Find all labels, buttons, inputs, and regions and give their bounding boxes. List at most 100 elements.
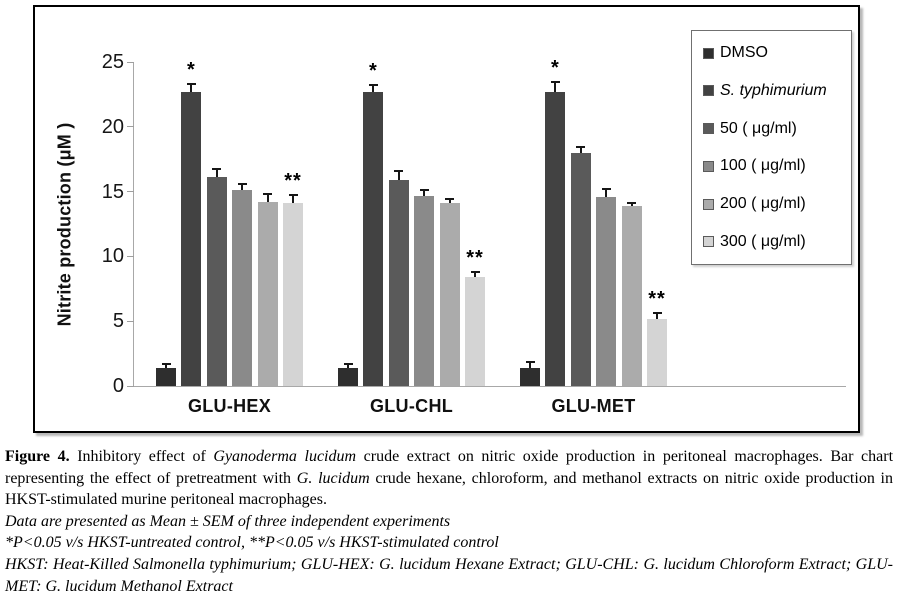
x-category-label: GLU-MET: [551, 396, 636, 416]
legend-label: DMSO: [720, 44, 768, 61]
caption-paragraph: *P<0.05 v/s HKST-untreated control, **P<…: [5, 532, 893, 554]
bar-glu-hex-dmso: [156, 367, 176, 386]
error-bar-stem: [372, 84, 375, 92]
bar-glu-met-dmso: [520, 367, 540, 386]
caption-text-segment: *P<0.05 v/s HKST-untreated control, **P<…: [5, 534, 499, 552]
error-bar-stem: [165, 362, 167, 368]
error-bar-stem: [190, 82, 193, 92]
error-bar: [263, 192, 273, 202]
significance-marker: **: [648, 288, 666, 311]
caption-text-segment: Figure 4.: [5, 448, 70, 465]
bar-glu-met-100-g-ml-: [596, 196, 617, 386]
caption-text-segment: Gyanoderma lucidum: [213, 448, 357, 465]
x-category-label: GLU-CHL: [369, 396, 454, 416]
caption-paragraph: Data are presented as Mean ± SEM of thre…: [5, 511, 893, 533]
legend-item: 300 ( μg/ml): [703, 233, 840, 251]
x-category-label: GLU-HEX: [187, 396, 272, 416]
error-bar-stem: [579, 146, 582, 153]
error-bar-stem: [292, 194, 294, 204]
bar-glu-hex-200-g-ml-: [257, 201, 278, 386]
bar-glu-met-300-g-ml-: [647, 318, 667, 386]
legend-box: DMSO S. typhimurium 50 ( μg/ml) 100 ( μg/ml…: [691, 30, 852, 265]
legend-label: 50 ( μg/ml): [720, 119, 797, 137]
error-bar-stem: [347, 362, 349, 368]
y-axis-tick: [127, 320, 134, 322]
error-bar-stem: [215, 168, 218, 178]
error-bar-stem: [397, 169, 400, 180]
y-axis-tick: [127, 126, 134, 128]
error-bar: [394, 169, 404, 180]
error-bar-stem: [423, 189, 426, 196]
plot-area: 0 5 10 15 20 25 * * * ** ** ** GLU-HEX GLU-CHL GLU-MET: [102, 52, 846, 416]
significance-marker: *: [550, 57, 560, 80]
bar-glu-chl-s-typhimurium: [363, 91, 384, 386]
y-axis-tick: [127, 61, 134, 63]
y-axis-tick: [127, 191, 134, 193]
bar-glu-hex-50-g-ml-: [206, 177, 227, 386]
error-bar: [186, 82, 196, 92]
bar-glu-chl-200-g-ml-: [439, 203, 460, 386]
legend-swatch-icon: [703, 123, 714, 135]
bar-glu-hex-300-g-ml-: [283, 203, 303, 386]
y-axis-tick: [127, 255, 134, 257]
y-axis-tick-label: 5: [112, 310, 124, 333]
error-bar: [627, 201, 637, 206]
y-axis-title: Nitrite production (μM ): [43, 62, 87, 386]
error-bar-stem: [474, 270, 476, 278]
error-bar: [343, 362, 353, 368]
error-bar: [652, 312, 662, 319]
legend-swatch-icon: [703, 198, 714, 210]
error-bar: [161, 362, 171, 368]
bar-glu-met-s-typhimurium: [545, 91, 566, 386]
significance-marker: *: [368, 60, 378, 83]
legend-label: 100 ( μg/ml): [720, 157, 806, 175]
y-axis-title-text: Nitrite production (μM ): [54, 122, 75, 326]
error-bar-stem: [605, 187, 608, 197]
error-bar: [288, 194, 298, 204]
error-bar: [550, 81, 560, 92]
legend-item: DMSO: [703, 44, 840, 62]
error-bar-stem: [241, 182, 244, 191]
error-bar: [601, 187, 611, 197]
bar-glu-hex-100-g-ml-: [232, 190, 253, 386]
caption-paragraph: HKST: Heat-Killed Salmonella typhimurium…: [5, 554, 893, 592]
y-axis-tick-label: 10: [101, 245, 124, 268]
caption-paragraph: Figure 4. Inhibitory effect of Gyanoderm…: [5, 446, 893, 511]
legend-swatch-icon: [703, 47, 714, 59]
caption-text-segment: crude extract on nitric oxide production…: [5, 448, 894, 487]
error-bar: [470, 270, 480, 278]
error-bar-stem: [656, 312, 658, 319]
legend-swatch-icon: [703, 236, 714, 248]
legend-label: 300 ( μg/ml): [720, 232, 806, 250]
error-bar-stem: [448, 198, 451, 204]
y-axis-tick-label: 25: [101, 51, 124, 73]
significance-marker: *: [186, 58, 196, 81]
legend-item: 50 ( μg/ml): [703, 120, 840, 138]
bar-glu-chl-100-g-ml-: [414, 195, 435, 386]
error-bar: [525, 361, 535, 368]
legend-label: 200 ( μg/ml): [720, 195, 806, 213]
figure-caption: Figure 4. Inhibitory effect of Gyanoderm…: [5, 446, 893, 592]
error-bar: [237, 182, 247, 191]
significance-marker: **: [284, 170, 302, 193]
caption-text-segment: Data are presented as Mean ± SEM of thre…: [5, 512, 451, 530]
legend-swatch-icon: [703, 160, 714, 172]
y-axis-tick-label: 0: [112, 375, 124, 397]
error-bar: [368, 84, 378, 92]
error-bar: [419, 189, 429, 196]
legend-item: S. typhimurium: [703, 82, 840, 100]
significance-marker: **: [466, 246, 484, 269]
error-bar: [445, 198, 455, 204]
y-axis-tick-label: 20: [101, 115, 124, 138]
bar-glu-chl-dmso: [338, 367, 358, 386]
bar-glu-chl-300-g-ml-: [465, 277, 485, 386]
bar-glu-met-50-g-ml-: [570, 152, 591, 386]
legend-item: 100 ( μg/ml): [703, 157, 840, 175]
bar-glu-hex-s-typhimurium: [181, 91, 202, 386]
caption-text-segment: Inhibitory effect of: [69, 448, 214, 465]
legend-swatch-icon: [703, 85, 714, 97]
legend-label: S. typhimurium: [720, 81, 827, 99]
legend-item: 200 ( μg/ml): [703, 195, 840, 213]
error-bar-stem: [266, 192, 269, 202]
